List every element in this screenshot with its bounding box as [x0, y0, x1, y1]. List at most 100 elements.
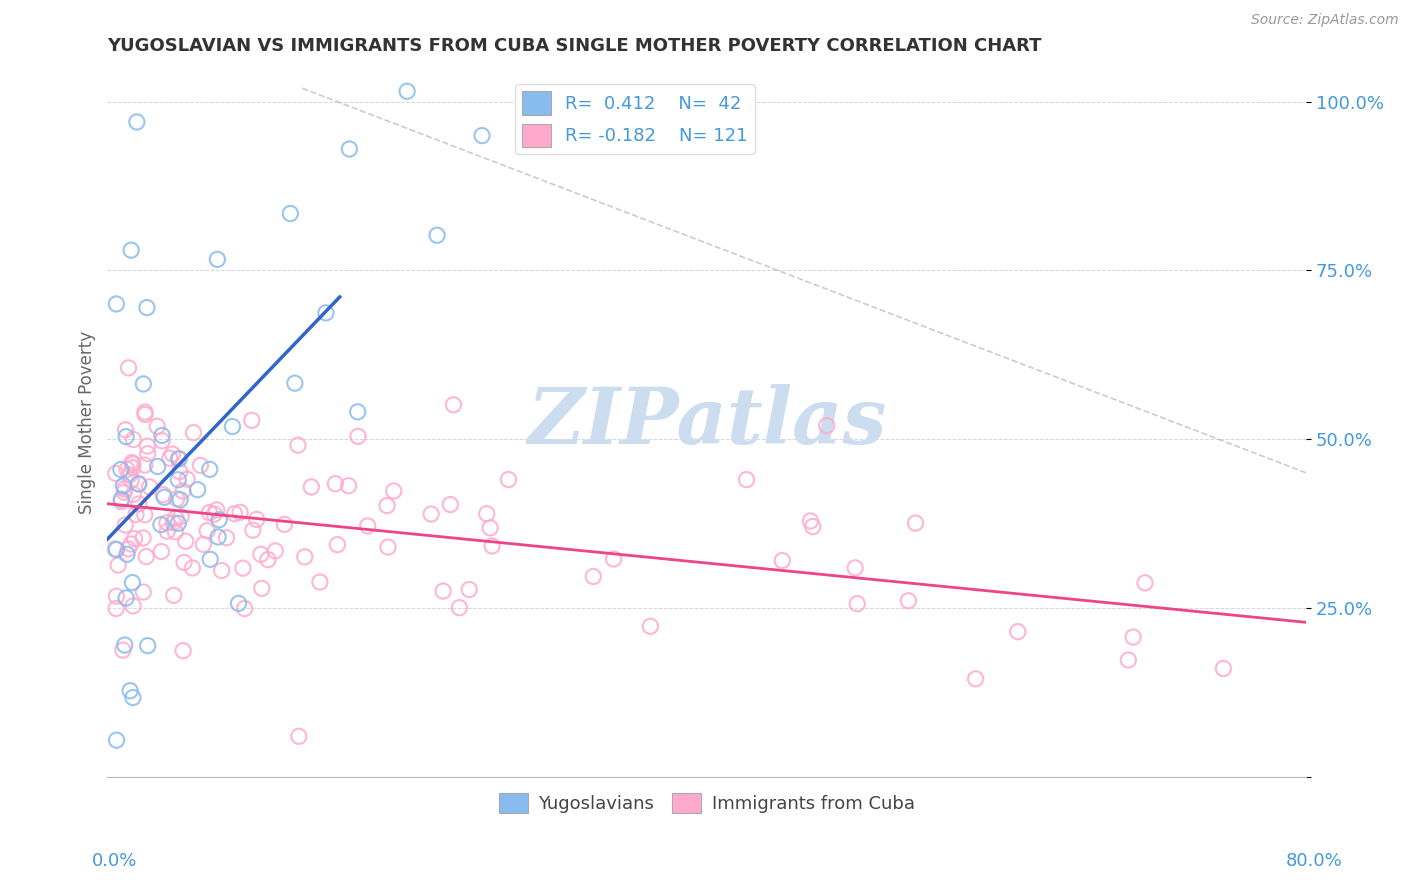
- Point: [315, 306, 337, 320]
- Point: [844, 561, 866, 575]
- Point: [136, 301, 159, 315]
- Point: [174, 534, 197, 549]
- Point: [193, 537, 215, 551]
- Point: [165, 524, 187, 539]
- Point: [162, 447, 184, 461]
- Point: [1007, 624, 1029, 639]
- Point: [195, 524, 218, 538]
- Point: [152, 488, 174, 502]
- Point: [105, 601, 128, 615]
- Point: [162, 516, 184, 530]
- Text: YUGOSLAVIAN VS IMMIGRANTS FROM CUBA SINGLE MOTHER POVERTY CORRELATION CHART: YUGOSLAVIAN VS IMMIGRANTS FROM CUBA SING…: [107, 37, 1042, 55]
- Point: [136, 639, 159, 653]
- Point: [432, 584, 454, 599]
- Point: [146, 419, 169, 434]
- Point: [136, 439, 159, 453]
- Point: [111, 643, 134, 657]
- Point: [125, 508, 148, 522]
- Point: [240, 413, 263, 427]
- Point: [801, 519, 824, 533]
- Point: [120, 537, 142, 551]
- Point: [117, 360, 139, 375]
- Point: [346, 405, 368, 419]
- Point: [122, 433, 145, 447]
- Point: [110, 492, 132, 507]
- Point: [246, 512, 269, 526]
- Point: [134, 458, 156, 472]
- Point: [167, 473, 190, 487]
- Point: [257, 552, 280, 566]
- Point: [202, 507, 225, 521]
- Point: [198, 462, 221, 476]
- Text: 0.0%: 0.0%: [91, 852, 136, 870]
- Point: [799, 514, 821, 528]
- Point: [278, 206, 301, 220]
- Point: [207, 252, 229, 267]
- Point: [215, 531, 238, 545]
- Point: [122, 690, 145, 705]
- Point: [134, 408, 156, 422]
- Point: [232, 561, 254, 575]
- Point: [136, 447, 159, 461]
- Point: [205, 503, 228, 517]
- Point: [250, 582, 273, 596]
- Point: [208, 513, 231, 527]
- Point: [176, 472, 198, 486]
- Point: [112, 485, 135, 500]
- Point: [323, 476, 346, 491]
- Point: [458, 582, 481, 597]
- Point: [242, 523, 264, 537]
- Point: [377, 540, 399, 554]
- Point: [449, 600, 471, 615]
- Point: [211, 564, 233, 578]
- Point: [770, 553, 793, 567]
- Point: [150, 428, 173, 442]
- Point: [125, 115, 148, 129]
- Point: [118, 467, 141, 482]
- Point: [107, 558, 129, 573]
- Point: [134, 405, 156, 419]
- Point: [165, 511, 187, 525]
- Point: [110, 494, 132, 508]
- Point: [846, 597, 869, 611]
- Point: [439, 498, 461, 512]
- Point: [1133, 575, 1156, 590]
- Point: [357, 519, 380, 533]
- Point: [120, 243, 142, 257]
- Point: [250, 547, 273, 561]
- Point: [498, 473, 520, 487]
- Legend: Yugoslavians, Immigrants from Cuba: Yugoslavians, Immigrants from Cuba: [492, 785, 922, 821]
- Point: [121, 575, 143, 590]
- Point: [122, 599, 145, 613]
- Point: [114, 482, 136, 496]
- Point: [273, 517, 295, 532]
- Point: [582, 569, 605, 583]
- Point: [198, 506, 221, 520]
- Point: [815, 418, 838, 433]
- Point: [221, 419, 243, 434]
- Point: [904, 516, 927, 530]
- Point: [170, 509, 193, 524]
- Point: [120, 683, 142, 698]
- Point: [121, 455, 143, 469]
- Point: [114, 423, 136, 437]
- Point: [284, 376, 307, 391]
- Point: [640, 619, 662, 633]
- Point: [149, 517, 172, 532]
- Point: [309, 574, 332, 589]
- Text: 80.0%: 80.0%: [1286, 852, 1343, 870]
- Point: [163, 588, 186, 602]
- Point: [114, 518, 136, 533]
- Point: [420, 507, 443, 521]
- Point: [443, 398, 465, 412]
- Point: [287, 438, 309, 452]
- Point: [200, 552, 222, 566]
- Point: [115, 462, 138, 476]
- Point: [134, 508, 156, 522]
- Point: [128, 497, 150, 511]
- Point: [475, 507, 498, 521]
- Point: [326, 538, 349, 552]
- Point: [166, 491, 188, 506]
- Point: [112, 478, 135, 492]
- Point: [173, 556, 195, 570]
